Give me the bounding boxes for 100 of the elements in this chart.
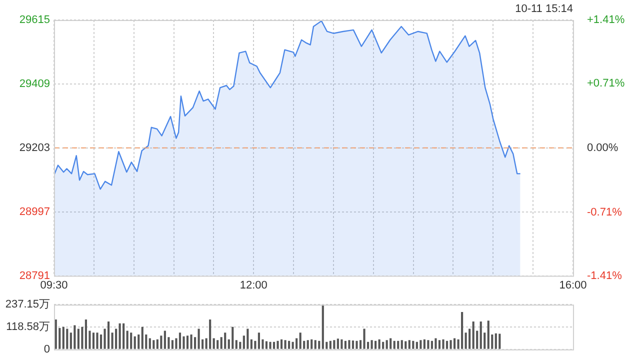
- bar: [336, 338, 339, 349]
- bar: [276, 340, 279, 349]
- bar: [382, 342, 384, 349]
- bar: [329, 340, 332, 349]
- bar: [54, 320, 57, 349]
- y-tick-label: 237.15万: [5, 298, 50, 311]
- bar: [138, 334, 140, 349]
- bar: [310, 339, 313, 349]
- bar: [322, 305, 324, 349]
- bar: [216, 340, 219, 349]
- bar: [404, 341, 407, 349]
- bar: [122, 323, 125, 349]
- bar: [430, 340, 433, 349]
- bar: [472, 321, 474, 349]
- y-tick-label: 29409: [19, 78, 50, 90]
- bar: [156, 339, 158, 349]
- bar: [438, 340, 441, 349]
- bar: [198, 328, 200, 349]
- bar: [378, 339, 380, 349]
- bar: [160, 336, 162, 349]
- bar: [250, 339, 252, 349]
- bar: [235, 340, 238, 349]
- bar: [288, 340, 290, 349]
- bar: [92, 332, 95, 349]
- bar: [464, 332, 467, 349]
- bar: [126, 330, 128, 349]
- y-tick-label: 28997: [19, 206, 50, 218]
- bar: [299, 332, 302, 349]
- bar: [348, 340, 350, 349]
- bar: [370, 340, 373, 349]
- bar: [152, 340, 155, 349]
- bar: [164, 330, 166, 349]
- bar: [454, 338, 456, 349]
- bar: [461, 312, 464, 349]
- bar: [130, 332, 132, 349]
- bar: [296, 338, 298, 349]
- bar: [498, 334, 501, 349]
- bar: [352, 340, 354, 349]
- bar: [393, 340, 396, 349]
- bar: [269, 342, 272, 349]
- bar: [171, 340, 174, 349]
- y-tick-label: 118.58万: [6, 321, 50, 334]
- bar: [77, 328, 80, 349]
- bar: [314, 340, 316, 349]
- y2-tick-label: 0.00%: [587, 142, 618, 154]
- bar: [468, 328, 471, 349]
- bar: [344, 340, 346, 349]
- bar: [194, 337, 196, 349]
- bar: [96, 332, 98, 349]
- bar: [434, 338, 437, 349]
- y-tick-label: 0: [44, 343, 50, 356]
- text: 10-11 15:14: [515, 3, 573, 15]
- bar: [340, 339, 343, 349]
- y-tick-label: 29615: [19, 14, 50, 26]
- bar: [118, 323, 121, 349]
- bar: [62, 326, 64, 349]
- bar: [246, 328, 249, 349]
- bar: [356, 340, 358, 349]
- bar: [494, 333, 497, 349]
- y2-tick-label: -1.41%: [587, 270, 622, 282]
- bar: [108, 321, 110, 349]
- bar: [397, 340, 400, 349]
- x-tick-label: 12:00: [240, 279, 268, 292]
- bar: [239, 342, 242, 349]
- bar: [134, 336, 136, 349]
- bar: [84, 320, 87, 349]
- bar: [272, 342, 276, 349]
- bar: [450, 340, 452, 349]
- bar: [400, 340, 403, 349]
- bar: [209, 320, 212, 349]
- bar: [416, 342, 418, 349]
- bar: [254, 340, 256, 349]
- bar: [420, 340, 422, 349]
- bar: [412, 340, 414, 349]
- bar: [480, 321, 482, 349]
- bar: [423, 339, 426, 349]
- bar: [265, 341, 268, 349]
- bar: [374, 340, 377, 349]
- bar: [224, 332, 226, 349]
- y2-tick-label: +1.41%: [587, 14, 625, 26]
- bar: [186, 336, 189, 349]
- bar: [292, 342, 294, 349]
- bar: [306, 340, 309, 349]
- bar: [487, 320, 490, 349]
- bar: [232, 326, 234, 349]
- bar: [148, 338, 151, 349]
- bar: [190, 334, 192, 349]
- bar: [427, 340, 430, 349]
- bar: [363, 328, 366, 349]
- bar: [66, 328, 68, 349]
- bar: [182, 336, 185, 349]
- bar: [74, 325, 76, 349]
- bar: [111, 332, 114, 349]
- y-tick-label: 28791: [19, 270, 50, 282]
- bar: [115, 328, 118, 349]
- bar: [212, 338, 215, 349]
- y-tick-label: 29203: [19, 142, 50, 154]
- bar: [318, 340, 320, 349]
- bar: [258, 332, 260, 349]
- bar: [280, 339, 283, 349]
